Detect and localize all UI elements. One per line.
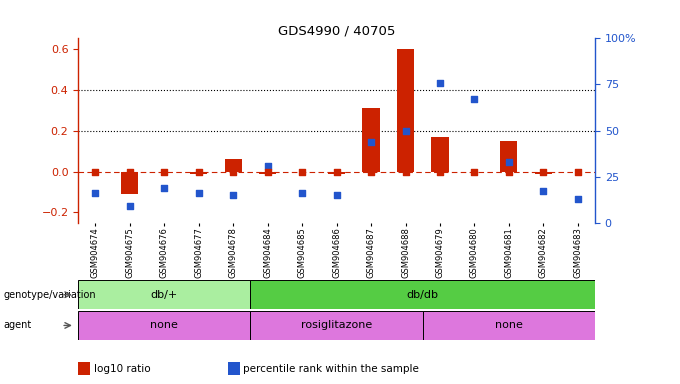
Point xyxy=(573,196,583,202)
Point xyxy=(90,190,101,196)
Text: log10 ratio: log10 ratio xyxy=(94,364,150,374)
Point xyxy=(262,162,273,169)
Text: rosiglitazone: rosiglitazone xyxy=(301,320,372,331)
Bar xyxy=(121,172,139,194)
Text: none: none xyxy=(495,320,523,331)
Point xyxy=(435,79,445,86)
Text: none: none xyxy=(150,320,178,331)
Point xyxy=(538,188,549,194)
Bar xyxy=(78,311,250,340)
Bar xyxy=(78,362,90,376)
Point xyxy=(400,127,411,134)
Point xyxy=(469,169,480,175)
Bar xyxy=(250,280,595,309)
Bar xyxy=(362,108,379,172)
Title: GDS4990 / 40705: GDS4990 / 40705 xyxy=(278,24,395,37)
Bar xyxy=(228,362,240,376)
Text: agent: agent xyxy=(3,320,32,331)
Point xyxy=(331,169,342,175)
Point xyxy=(228,192,239,198)
Point xyxy=(366,139,377,145)
Point xyxy=(366,169,377,175)
Point xyxy=(159,169,170,175)
Text: genotype/variation: genotype/variation xyxy=(3,290,96,300)
Bar xyxy=(250,311,423,340)
Bar xyxy=(431,137,449,172)
Point xyxy=(435,169,445,175)
Point xyxy=(503,159,514,165)
Bar xyxy=(224,159,242,172)
Bar xyxy=(500,141,517,172)
Text: db/+: db/+ xyxy=(151,290,178,300)
Point xyxy=(573,169,583,175)
Bar xyxy=(190,172,207,174)
Point xyxy=(228,169,239,175)
Point xyxy=(469,96,480,102)
Point xyxy=(159,185,170,191)
Point xyxy=(400,169,411,175)
Point xyxy=(90,169,101,175)
Bar xyxy=(534,172,552,174)
Point xyxy=(538,169,549,175)
Point xyxy=(503,169,514,175)
Point xyxy=(193,190,204,196)
Point xyxy=(124,203,135,209)
Bar xyxy=(328,172,345,174)
Point xyxy=(331,192,342,198)
Bar xyxy=(423,311,595,340)
Point xyxy=(296,169,307,175)
Point xyxy=(124,169,135,175)
Text: db/db: db/db xyxy=(407,290,439,300)
Point xyxy=(193,169,204,175)
Text: percentile rank within the sample: percentile rank within the sample xyxy=(243,364,420,374)
Point xyxy=(262,169,273,175)
Point xyxy=(296,190,307,196)
Bar xyxy=(259,172,276,174)
Bar xyxy=(397,49,414,172)
Bar xyxy=(78,280,250,309)
